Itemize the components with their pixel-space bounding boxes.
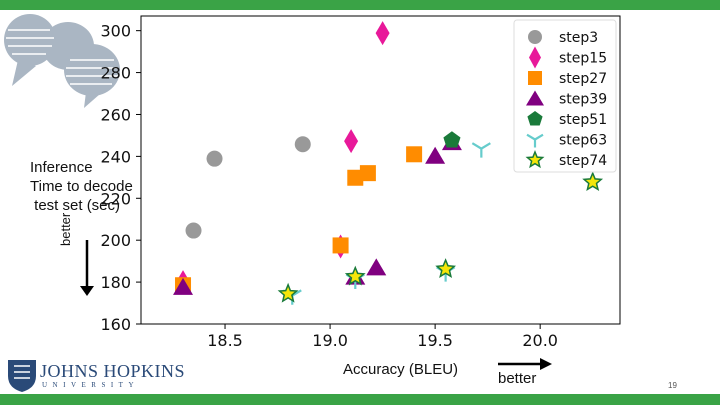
y-tick-label: 260 (100, 105, 131, 124)
y-tick-label: 220 (100, 189, 131, 208)
jhu-logo-name: JOHNS HOPKINS (40, 361, 186, 381)
legend-marker-step15 (529, 46, 541, 69)
legend-label-step74: step74 (559, 153, 607, 169)
better-horizontal-label: better (498, 370, 537, 387)
point-step63 (471, 142, 491, 158)
point-step39 (173, 277, 194, 295)
point-step3 (294, 136, 311, 153)
legend-marker-step51 (527, 111, 543, 126)
point-step15 (344, 129, 359, 154)
x-tick-label: 18.5 (207, 331, 243, 350)
bottom-green-bar (0, 394, 720, 405)
legend-label-step51: step51 (559, 112, 607, 128)
x-tick-label: 20.0 (522, 331, 558, 350)
jhu-shield-icon (8, 360, 36, 392)
point-step74 (435, 258, 457, 278)
better-vertical-label: better (58, 212, 73, 246)
legend-marker-step27 (528, 71, 542, 85)
legend-marker-step74 (525, 150, 545, 169)
point-step74 (277, 282, 299, 303)
point-step27 (359, 165, 376, 182)
legend-label-step27: step27 (559, 71, 607, 87)
point-step27 (406, 146, 423, 163)
point-step74 (582, 171, 604, 191)
y-tick-label: 240 (100, 147, 131, 166)
legend-label-step39: step39 (559, 92, 607, 108)
y-tick-label: 300 (100, 22, 131, 41)
jhu-logo-subtitle: UNIVERSITY (42, 381, 139, 389)
y-label-line-3: test set (sec) (30, 197, 121, 214)
point-step51 (443, 131, 461, 148)
legend-marker-step3 (528, 30, 542, 44)
y-tick-label: 200 (100, 231, 131, 250)
point-step3 (185, 222, 202, 239)
y-axis-description: Inference Time to decode test set (sec) (30, 158, 133, 215)
point-step27 (332, 237, 349, 254)
speech-bubbles-logo-icon (4, 14, 120, 108)
top-green-bar (0, 0, 720, 10)
y-label-line-2: Time to decode (30, 178, 133, 195)
x-tick-label: 19.0 (312, 331, 348, 350)
legend-marker-step39 (526, 90, 544, 106)
legend-label-step15: step15 (559, 51, 607, 67)
x-axis-title: Accuracy (BLEU) (343, 361, 459, 378)
point-step27 (347, 169, 364, 186)
plot-frame (140, 15, 621, 325)
page-number: 19 (668, 381, 677, 390)
legend-label-step63: step63 (559, 133, 607, 149)
point-step15 (375, 21, 390, 46)
point-step39 (366, 258, 387, 276)
legend-marker-step63 (526, 133, 544, 148)
y-tick-label: 160 (100, 315, 131, 334)
y-tick-label: 280 (100, 64, 131, 83)
y-label-line-1: Inference (30, 159, 93, 176)
point-step39 (425, 146, 446, 164)
legend-label-step3: step3 (559, 30, 598, 46)
down-arrow-icon (80, 240, 94, 296)
point-step74 (344, 265, 366, 286)
point-step3 (206, 150, 223, 167)
x-tick-label: 19.5 (417, 331, 453, 350)
right-arrow-icon (498, 358, 552, 370)
y-tick-label: 180 (100, 273, 131, 292)
